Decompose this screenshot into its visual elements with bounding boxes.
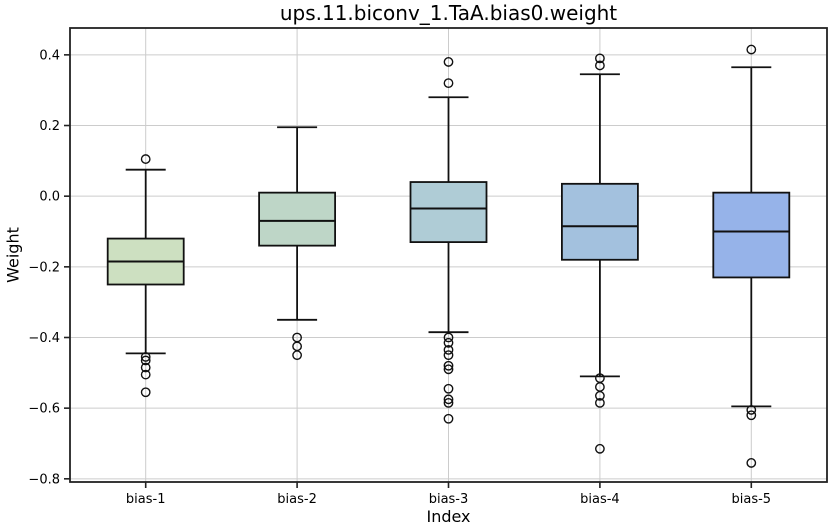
- outlier-point: [595, 60, 605, 71]
- chart-title: ups.11.biconv_1.TaA.bias0.weight: [279, 1, 618, 25]
- outlier-point: [443, 364, 454, 375]
- outlier-point: [595, 443, 605, 454]
- y-tick-label: −0.6: [28, 402, 60, 417]
- outlier-point: [443, 394, 454, 405]
- y-tick-label: −0.4: [28, 331, 60, 346]
- outlier-point: [443, 57, 454, 67]
- y-tick-label: 0.4: [39, 48, 60, 63]
- box-bias-2: [258, 191, 337, 247]
- outlier-point: [595, 397, 605, 408]
- outlier-point: [140, 352, 151, 362]
- outlier-point: [140, 355, 151, 366]
- outlier-point: [746, 458, 757, 468]
- x-tick-label: bias-2: [277, 492, 317, 507]
- outlier-point: [443, 344, 454, 355]
- y-tick-label: −0.2: [28, 260, 60, 275]
- outlier-point: [140, 362, 151, 373]
- outlier-point: [140, 154, 151, 164]
- outlier-point: [443, 413, 454, 424]
- y-tick-label: 0.0: [39, 190, 60, 205]
- outlier-point: [746, 410, 757, 421]
- y-tick-label: 0.2: [39, 119, 60, 134]
- outlier-point: [443, 383, 454, 394]
- box-bias-5: [712, 191, 791, 279]
- outlier-point: [443, 360, 454, 371]
- outlier-point: [140, 369, 151, 380]
- y-tick-label: −0.8: [28, 472, 60, 487]
- outlier-point: [443, 337, 454, 348]
- x-tick-label: bias-1: [126, 492, 166, 507]
- x-tick-label: bias-5: [732, 492, 772, 507]
- outlier-point: [443, 397, 454, 408]
- x-tick-label: bias-3: [429, 492, 469, 507]
- outlier-point: [746, 405, 757, 415]
- box-bias-4: [561, 182, 639, 261]
- outlier-point: [443, 332, 454, 343]
- x-axis-label: Index: [426, 507, 471, 526]
- box-bias-3: [409, 181, 488, 244]
- outlier-point: [443, 78, 454, 89]
- outlier-point: [443, 350, 454, 361]
- outlier-point: [140, 387, 151, 398]
- x-tick-label: bias-4: [580, 492, 620, 507]
- outlier-point: [292, 350, 302, 361]
- outlier-point: [595, 390, 605, 401]
- outlier-point: [746, 44, 757, 55]
- outlier-point: [595, 53, 605, 64]
